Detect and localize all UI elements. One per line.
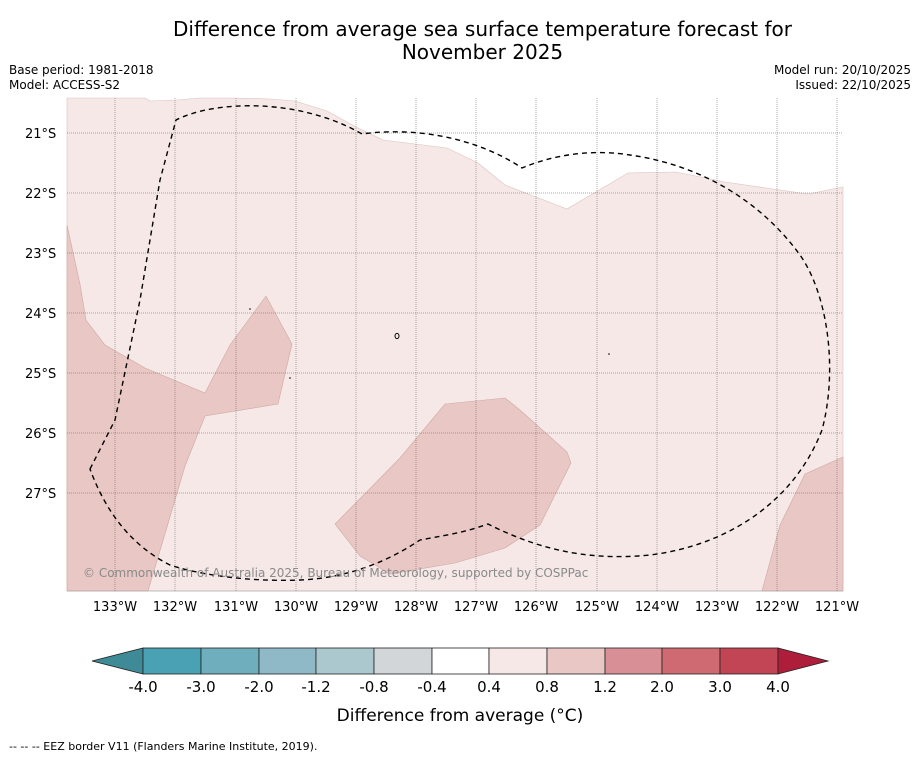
colorbar-segment bbox=[488, 647, 548, 675]
colorbar-tick-label: 0.4 bbox=[477, 678, 501, 696]
lat-label: 22°S bbox=[25, 187, 56, 202]
island-marker bbox=[289, 377, 291, 379]
anomaly-region-central bbox=[334, 397, 572, 575]
run-info: Model run: 20/10/2025 Issued: 22/10/2025 bbox=[774, 63, 911, 93]
latitude-labels: 21°S 22°S 23°S 24°S 25°S 26°S 27°S bbox=[25, 127, 56, 502]
longitude-labels: 133°W 132°W 131°W 130°W 129°W 128°W 127°… bbox=[93, 600, 859, 615]
issued-date: Issued: 22/10/2025 bbox=[795, 78, 911, 92]
colorbar-segment bbox=[604, 647, 663, 675]
eez-footnote: -- -- -- EEZ border V11 (Flanders Marine… bbox=[9, 740, 318, 753]
model-name: Model: ACCESS-S2 bbox=[9, 78, 121, 92]
island-marker bbox=[394, 332, 400, 340]
colorbar-segment bbox=[661, 647, 721, 675]
lon-label: 125°W bbox=[575, 600, 619, 615]
colorbar-title: Difference from average (°C) bbox=[337, 706, 584, 726]
lat-label: 26°S bbox=[25, 427, 56, 442]
lat-label: 27°S bbox=[25, 487, 56, 502]
colorbar-segment bbox=[258, 647, 317, 675]
base-period: Base period: 1981-2018 bbox=[9, 63, 154, 77]
anomaly-region-southeast bbox=[761, 456, 844, 592]
colorbar-tick-label: 3.0 bbox=[708, 678, 732, 696]
island-marker bbox=[608, 353, 610, 355]
title-line-2: November 2025 bbox=[401, 40, 564, 64]
colorbar-tick-label: -2.0 bbox=[244, 678, 273, 696]
lon-label: 128°W bbox=[394, 600, 438, 615]
lon-label: 121°W bbox=[815, 600, 859, 615]
island-marker bbox=[249, 308, 251, 310]
anomaly-region-west bbox=[66, 224, 293, 592]
model-run: Model run: 20/10/2025 bbox=[773, 63, 911, 77]
lon-label: 124°W bbox=[635, 600, 679, 615]
lon-label: 129°W bbox=[334, 600, 378, 615]
lon-label: 130°W bbox=[274, 600, 318, 615]
title-line-1: Difference from average sea surface temp… bbox=[172, 17, 792, 41]
colorbar-segment bbox=[315, 647, 375, 675]
latitude-gridlines bbox=[67, 132, 843, 494]
lon-label: 132°W bbox=[153, 600, 197, 615]
copyright-text: © Commonwealth of Australia 2025, Bureau… bbox=[83, 566, 588, 580]
map-title: Difference from average sea surface temp… bbox=[150, 18, 815, 64]
colorbar-tick-label: 1.2 bbox=[593, 678, 617, 696]
colorbar-segment bbox=[200, 647, 260, 675]
lat-label: 24°S bbox=[25, 307, 56, 322]
colorbar-segment bbox=[373, 647, 433, 675]
colorbar-tick-label: -4.0 bbox=[128, 678, 157, 696]
lat-label: 23°S bbox=[25, 247, 56, 262]
colorbar-segment bbox=[431, 647, 490, 675]
lon-label: 126°W bbox=[514, 600, 558, 615]
colorbar-tick-label: 0.8 bbox=[535, 678, 559, 696]
eez-border bbox=[89, 105, 831, 582]
colorbar-high-extend bbox=[777, 647, 830, 675]
colorbar-segment bbox=[142, 647, 202, 675]
lat-label: 25°S bbox=[25, 367, 56, 382]
colorbar-tick-label: -1.2 bbox=[301, 678, 330, 696]
colorbar-segment bbox=[546, 647, 606, 675]
lon-label: 131°W bbox=[214, 600, 258, 615]
lat-label: 21°S bbox=[25, 127, 56, 142]
colorbar-low-extend bbox=[91, 647, 144, 675]
colorbar-tick-label: -0.8 bbox=[359, 678, 388, 696]
colorbar-tick-label: -0.4 bbox=[417, 678, 446, 696]
base-info: Base period: 1981-2018 Model: ACCESS-S2 bbox=[9, 63, 154, 93]
colorbar: -4.0 -3.0 -2.0 -1.2 -0.8 -0.4 0.4 0.8 1.… bbox=[91, 647, 830, 726]
lon-label: 123°W bbox=[695, 600, 739, 615]
colorbar-segment bbox=[719, 647, 779, 675]
colorbar-tick-label: -3.0 bbox=[186, 678, 215, 696]
lon-label: 133°W bbox=[93, 600, 137, 615]
lon-label: 122°W bbox=[755, 600, 799, 615]
colorbar-tick-label: 2.0 bbox=[650, 678, 674, 696]
lon-label: 127°W bbox=[454, 600, 498, 615]
longitude-gridlines bbox=[114, 98, 838, 591]
colorbar-tick-label: 4.0 bbox=[766, 678, 790, 696]
